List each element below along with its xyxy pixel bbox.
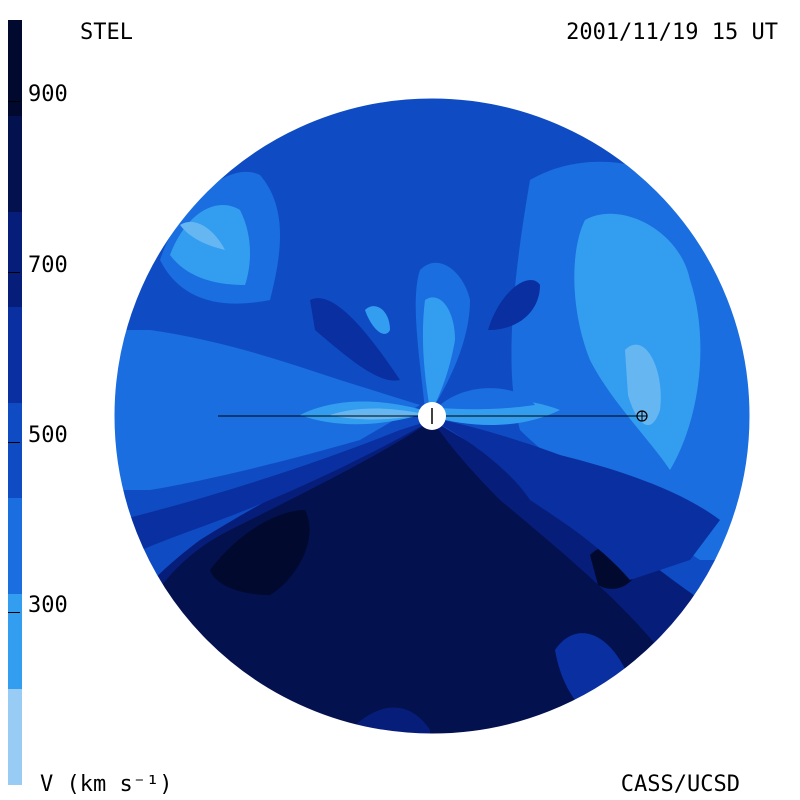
colorbar-level-300-400 <box>8 593 22 689</box>
colorbar-tick-label-900: 900 <box>28 82 68 107</box>
velocity-unit-label: V (km s⁻¹) <box>40 772 173 797</box>
sun-icon <box>418 402 446 430</box>
colorbar-level-500-600 <box>8 402 22 498</box>
colorbar-tick <box>8 612 20 613</box>
colorbar-tick-label-500: 500 <box>28 423 68 448</box>
colorbar-level-800-900 <box>8 115 22 212</box>
credit-label: CASS/UCSD <box>620 772 740 797</box>
velocity-colorbar <box>8 20 22 785</box>
disk-outline <box>113 97 751 735</box>
earth-icon <box>636 410 648 422</box>
datetime-label: 2001/11/19 15 UT <box>566 20 778 45</box>
colorbar-tick <box>8 442 20 443</box>
colorbar-level-200-300 <box>8 688 22 785</box>
station-label: STEL <box>80 20 133 45</box>
colorbar-level-700-800 <box>8 211 22 307</box>
colorbar-level-400-500 <box>8 497 22 594</box>
colorbar-tick-label-300: 300 <box>28 593 68 618</box>
colorbar-level-900-1000 <box>8 20 22 116</box>
colorbar-tick-label-700: 700 <box>28 253 68 278</box>
colorbar-tick <box>8 272 20 273</box>
colorbar-tick <box>8 101 20 102</box>
colorbar-level-600-700 <box>8 306 22 403</box>
